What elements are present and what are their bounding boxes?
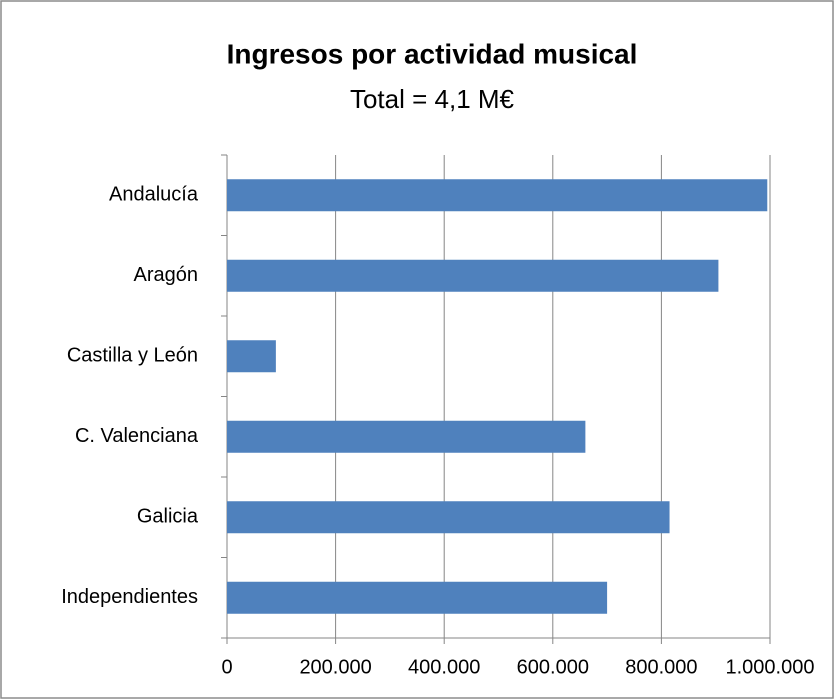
x-tick-label: 600.000: [517, 656, 589, 678]
y-tick-label: Castilla y León: [67, 345, 198, 367]
bar: [227, 420, 586, 453]
bar: [227, 340, 276, 373]
y-tick-label: Aragón: [134, 264, 199, 286]
x-tick-label: 0: [221, 656, 232, 678]
y-tick-label: Independientes: [61, 586, 198, 608]
bar: [227, 581, 608, 614]
x-tick-label: 1.000.000: [726, 656, 815, 678]
bar: [227, 259, 719, 292]
x-tick-label: 800.000: [625, 656, 697, 678]
bar: [227, 179, 768, 212]
x-tick-label: 200.000: [299, 656, 371, 678]
chart-subtitle: Total = 4,1 M€: [350, 84, 515, 114]
y-tick-label: C. Valenciana: [75, 425, 199, 447]
y-tick-label: Andalucía: [109, 184, 199, 206]
y-tick-label: Galicia: [137, 506, 199, 528]
bar: [227, 501, 670, 534]
x-tick-label: 400.000: [408, 656, 480, 678]
chart-title: Ingresos por actividad musical: [227, 38, 638, 69]
